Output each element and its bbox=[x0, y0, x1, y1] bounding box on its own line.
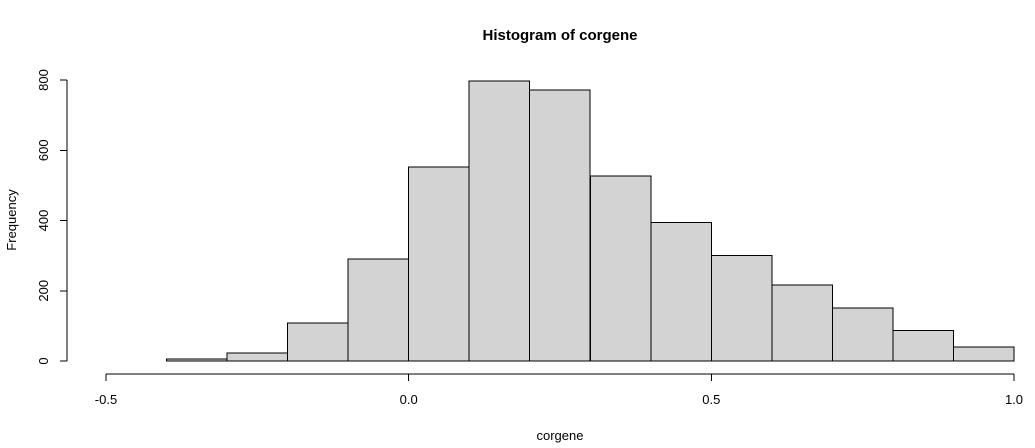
y-tick-label-2: 400 bbox=[36, 210, 51, 232]
y-axis: 0 200 400 600 800 bbox=[36, 69, 68, 365]
histogram-bar-13 bbox=[892, 329, 954, 362]
histogram-bar-11 bbox=[771, 284, 833, 362]
x-tick-label-3: 1.0 bbox=[1005, 392, 1023, 407]
histogram-bar-7 bbox=[529, 89, 591, 362]
y-tick-label-4: 800 bbox=[36, 69, 51, 91]
bars-layer bbox=[166, 80, 1015, 362]
y-tick-label-3: 600 bbox=[36, 139, 51, 161]
x-tick-label-1: 0.0 bbox=[400, 392, 418, 407]
histogram-bar-2 bbox=[226, 352, 289, 362]
y-tick-label-0: 0 bbox=[36, 357, 51, 364]
y-tick-label-1: 200 bbox=[36, 280, 51, 302]
histogram-bar-14 bbox=[953, 346, 1015, 362]
histogram-bar-1 bbox=[166, 358, 228, 362]
histogram-bar-6 bbox=[468, 80, 531, 362]
histogram-bar-10 bbox=[710, 255, 773, 362]
y-axis-label: Frequency bbox=[4, 189, 19, 251]
histogram-bar-5 bbox=[408, 166, 470, 362]
histogram-bar-4 bbox=[347, 258, 410, 362]
histogram-bar-3 bbox=[287, 322, 349, 362]
chart-title: Histogram of corgene bbox=[482, 27, 637, 44]
histogram-bar-8 bbox=[589, 175, 652, 362]
x-axis-label: corgene bbox=[537, 428, 584, 443]
histogram-bar-12 bbox=[831, 307, 894, 362]
x-tick-label-2: 0.5 bbox=[702, 392, 720, 407]
histogram-bar-9 bbox=[650, 221, 712, 362]
x-axis: -0.5 0.0 0.5 1.0 bbox=[95, 373, 1023, 407]
x-tick-label-0: -0.5 bbox=[95, 392, 117, 407]
